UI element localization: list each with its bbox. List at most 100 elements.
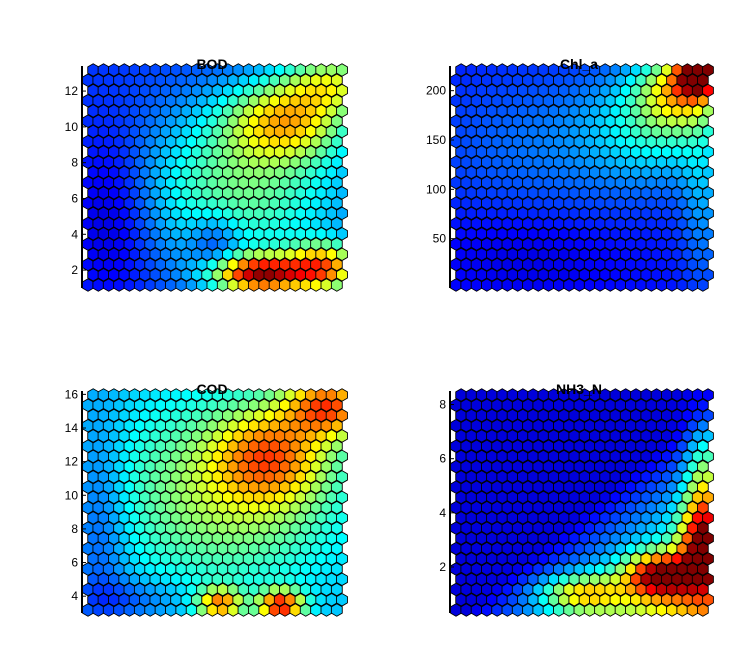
chl-a-hexagon-cell [697,73,709,87]
chl-a-hexagon-cell [702,268,714,282]
cod-y-tick-label: 4 [71,589,78,603]
cod-hexagon-cell [330,541,343,556]
nh3-n-hexagon-cell [697,439,709,453]
chl-a-hexagon-cell [697,216,709,231]
nh3-n-hexagon-cell [697,398,709,412]
cod-hexagon-cell [336,449,348,464]
nh3-n-hexagon-cell [681,388,694,402]
chl-a-hexagon-cell [537,63,550,77]
chl-a-hexagon-cell [496,63,509,77]
chl-a-hexagon-cell [697,134,709,149]
cod-hexagon-cell [128,388,141,402]
nh3-n-hexagon-cell [697,480,709,494]
bod-hexagon-cell [330,134,343,149]
nh3-n-hexagon-cell [496,388,509,402]
chl-a-hexagon-cell [697,196,709,210]
nh3-n-hexagon-cell [475,388,488,402]
cod-y-tick-label: 12 [65,455,79,469]
nh3-n-y-tick-label: 4 [439,506,446,520]
nh3-n-y-tick-label: 8 [439,398,446,412]
nh3-n-hexagon-cell [702,531,714,546]
chl-a-hexagon-cell [702,124,714,139]
cod-y-tick-label: 6 [71,556,78,570]
nh3-n-hexagon-cell [661,388,673,402]
chl-a-hexagon-cell [702,104,714,118]
bod-hexagon-cell [330,73,343,88]
nh3-n-hexagon-cell [691,388,704,402]
chl-a-hexagon-cell [697,257,709,272]
nh3-n-hexagon-cell [697,500,709,515]
nh3-n-hexagon-cell [702,511,714,525]
cod-hexagon-cell [330,418,343,433]
nh3-n-hexagon-cell [630,388,642,402]
bod-y-tick-label: 12 [65,84,79,98]
bod-y-tick-label: 4 [71,227,78,241]
bod-hexagon-cell [273,63,286,77]
cod-hexagon-cell [139,388,151,402]
bod-hexagon-cell [180,63,193,77]
chl-a-hexagon-cell [609,63,622,77]
chl-a-hexagon-cell [697,237,709,251]
bod-hexagon-cell [284,63,297,77]
chl-a-y-tick-label: 200 [426,84,446,98]
cod-y-tick-label: 10 [65,488,79,502]
bod-hexagon-cell [336,267,348,282]
cod-hexagon-cell [330,582,343,597]
bod-hexagon-cell [330,278,343,292]
nh3-n-hexagon-cell [697,541,709,556]
cod-y-tick-label: 16 [65,387,79,401]
chl-a-hexagon-cell [691,63,704,77]
nh3-n-hexagon-cell [619,388,632,402]
nh3-n-hexagon-cell [697,603,709,617]
chl-a-hexagon-cell [465,63,478,77]
chl-a-panel: 50 100 150 200 Chl_a [426,56,714,292]
bod-hexagon-cell [336,83,348,98]
nh3-n-hexagon-cell [650,388,663,402]
nh3-n-hexagon-cell [702,470,714,484]
nh3-n-hexagon-cell [702,552,714,566]
bod-hexagon-cell [97,63,110,77]
bod-y-tick-label: 2 [71,263,78,277]
cod-hexagon-cell [330,398,343,413]
nh3-n-hexagon-cell [506,388,519,402]
bod-hexagon-cell [159,63,172,77]
cod-hexagon-cell [330,603,343,617]
nh3-n-hexagon-cell [702,490,714,505]
chl-a-hexagon-cell [697,93,709,108]
bod-hexagon-cell [336,186,348,200]
bod-hexagon-cell [330,216,343,231]
cod-hexagon-cell [108,388,120,402]
bod-y-ticks: 2 4 6 8 10 12 [65,84,86,277]
bod-hexagon-cell [118,63,131,77]
cod-hexagon-cell [336,470,348,484]
nh3-n-hexagon-cell [702,408,714,423]
nh3-n-y-tick-label: 6 [439,452,446,466]
nh3-n-hexagon-grid [450,388,714,617]
cod-hexagon-cell [330,480,343,494]
nh3-n-title: NH3_N [556,381,602,397]
nh3-n-hexagon-cell [697,521,709,535]
nh3-n-hexagon-cell [702,449,714,464]
cod-hexagon-cell [330,459,343,474]
chl-a-hexagon-cell [697,114,709,128]
cod-hexagon-cell [330,562,343,576]
chl-a-hexagon-cell [640,63,653,77]
cod-hexagon-cell [305,388,317,402]
chl-a-title: Chl_a [560,56,598,72]
chl-a-hexagon-cell [697,155,709,169]
bod-hexagon-cell [294,63,307,77]
cod-hexagon-cell [336,552,348,566]
cod-hexagon-cell [159,388,172,402]
cod-hexagon-cell [242,388,255,402]
chl-a-hexagon-cell [661,63,673,77]
nh3-n-hexagon-cell [537,388,550,402]
bod-hexagon-cell [330,175,343,190]
bod-hexagon-cell [139,63,151,77]
cod-y-tick-label: 8 [71,522,78,536]
bod-hexagon-cell [305,63,317,77]
cod-hexagon-cell [336,531,348,546]
bod-hexagon-cell [325,63,338,77]
bod-y-tick-label: 10 [65,120,79,134]
cod-panel: 4 6 8 10 12 14 16 COD [65,381,348,617]
bod-hexagon-cell [87,63,100,77]
